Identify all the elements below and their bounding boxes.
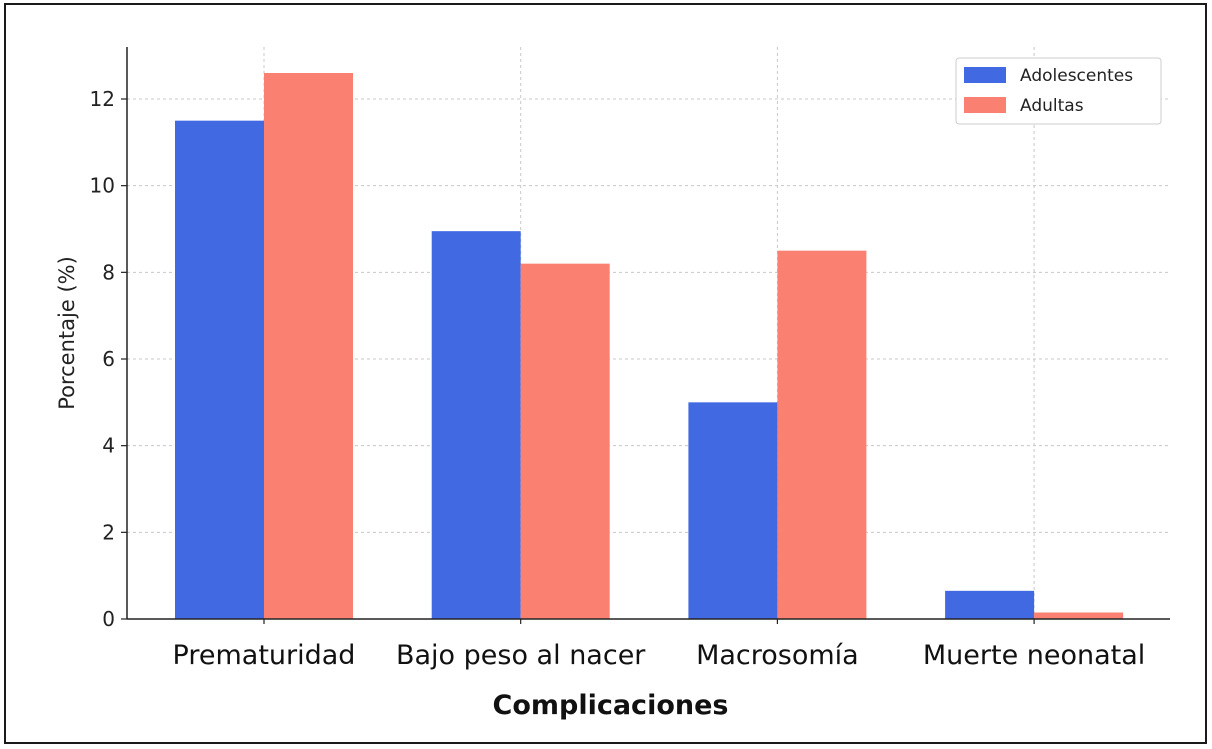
x-tick-label: Bajo peso al nacer	[396, 640, 646, 671]
bar-adultas-4	[1034, 612, 1124, 619]
legend: Adolescentes Adultas	[955, 57, 1162, 125]
legend-label-adolescentes: Adolescentes	[1020, 66, 1133, 86]
x-axis-title: Complicaciones	[493, 690, 729, 721]
x-tick-label: Prematuridad	[173, 640, 356, 671]
legend-swatch-adolescentes	[964, 67, 1006, 83]
y-tick-label: 6	[102, 347, 115, 371]
bar-adolescentes-2	[431, 231, 521, 619]
y-tick-label: 2	[102, 520, 115, 544]
y-tick-label: 8	[102, 260, 115, 284]
legend-label-adultas: Adultas	[1020, 96, 1084, 116]
bar-adolescentes-3	[688, 402, 778, 619]
legend-swatch-adultas	[964, 97, 1006, 113]
y-tick-label: 0	[102, 607, 115, 631]
bar-adultas-3	[777, 250, 867, 619]
bars	[175, 73, 1124, 620]
x-tick-label: Muerte neonatal	[923, 640, 1145, 671]
bar-adolescentes-1	[175, 120, 264, 620]
bar-adolescentes-4	[945, 590, 1035, 619]
legend-items: Adolescentes Adultas	[964, 66, 1133, 116]
bar-adultas-1	[264, 73, 353, 619]
y-tick-label: 4	[102, 434, 115, 458]
x-tick-label: Macrosomía	[696, 640, 859, 671]
axes	[126, 47, 1170, 620]
bar-adultas-2	[520, 263, 610, 619]
y-ticks: 0 2 4 6 8 10 12	[90, 87, 127, 631]
legend-box	[955, 57, 1162, 125]
y-tick-label: 12	[90, 87, 115, 111]
y-axis-title: Porcentaje (%)	[55, 256, 79, 410]
x-tick-labels: Prematuridad Bajo peso al nacer Macrosomía…	[173, 619, 1145, 671]
y-tick-label: 10	[90, 174, 115, 198]
